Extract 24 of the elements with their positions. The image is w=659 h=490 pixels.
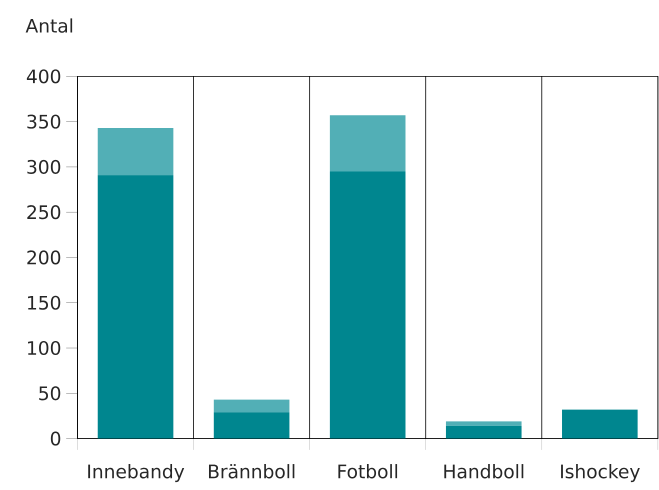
y-tick-label: 400 [26,69,60,84]
y-tick-label: 150 [28,296,60,310]
y-tick-label: 250 [27,205,60,220]
x-tick-label: Brännboll [208,464,294,478]
y-tick-label: 300 [27,160,60,174]
bar [330,115,406,172]
x-tick-label: Fotboll [338,464,398,478]
bar [98,175,174,439]
bar [446,421,522,426]
y-tick-label: 0 [50,432,60,446]
x-tick-label: Innebandy [88,464,184,482]
bar [562,410,638,439]
y-tick-label: 350 [27,114,60,129]
bar [214,412,290,439]
y-axis-title: Antal [26,18,72,33]
y-tick-label: 100 [28,340,60,356]
y-tick-label: 200 [27,250,60,265]
bar [330,171,406,439]
bar [98,128,174,176]
x-tick-label: Handboll [444,464,524,478]
bar [446,426,522,439]
y-tick-label: 50 [39,386,60,400]
bar [214,400,290,412]
x-tick-label: Ishockey [561,464,640,482]
